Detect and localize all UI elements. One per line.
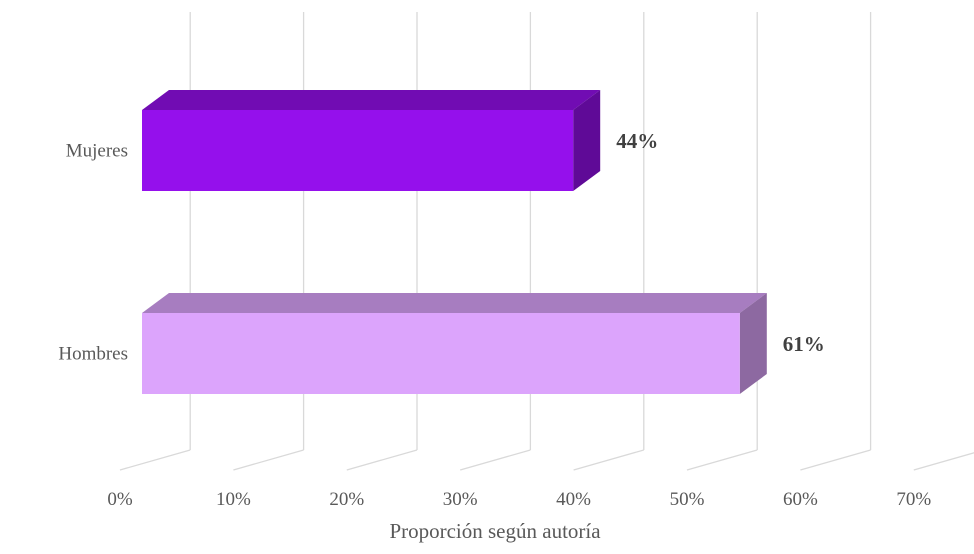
floor-gridline: [233, 449, 304, 471]
x-tick-label: 30%: [443, 489, 478, 510]
floor-gridline: [119, 449, 191, 471]
x-axis-title: Proporción según autoría: [389, 519, 601, 543]
floor-gridline: [913, 452, 974, 471]
floor-gridline: [346, 449, 418, 471]
category-label: Hombres: [58, 344, 128, 365]
bar-hombres: [142, 313, 740, 394]
gridlines: [119, 12, 974, 471]
x-tick-label: 50%: [670, 489, 705, 510]
category-label: Mujeres: [66, 141, 128, 162]
bar-side-face: [739, 293, 767, 394]
labels: 0% 10% 20% 30% 40% 50% 60% 70% Mujeres 44% Hombres…: [58, 129, 931, 510]
floor-gridline: [800, 449, 871, 471]
floor-gridline: [573, 449, 644, 471]
x-tick-label: 20%: [329, 489, 364, 510]
x-tick-label: 70%: [896, 489, 931, 510]
bar-mujeres: [142, 110, 574, 191]
x-tick-label: 60%: [783, 489, 818, 510]
x-tick-label: 10%: [216, 489, 251, 510]
bar-side-face: [573, 90, 601, 191]
floor-gridline: [686, 449, 758, 471]
bar-top-face: [142, 90, 601, 110]
x-tick-label: 40%: [556, 489, 591, 510]
data-label: 61%: [783, 332, 825, 356]
floor-gridline: [460, 449, 531, 471]
x-tick-label: 0%: [107, 489, 133, 510]
bar-top-face: [142, 293, 767, 313]
bars: [142, 90, 767, 394]
data-label: 44%: [616, 129, 658, 153]
